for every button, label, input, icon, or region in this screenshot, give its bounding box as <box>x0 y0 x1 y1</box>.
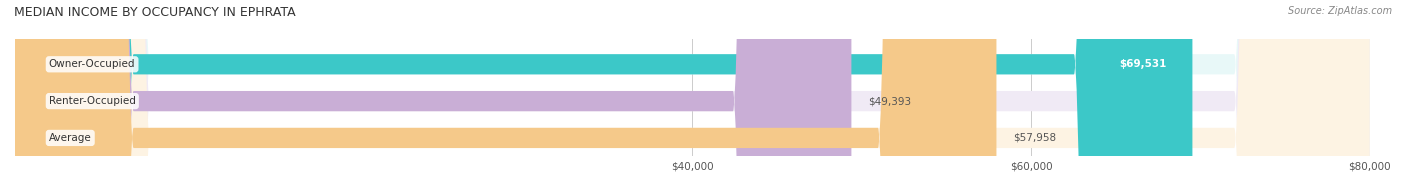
FancyBboxPatch shape <box>15 0 997 196</box>
Text: Source: ZipAtlas.com: Source: ZipAtlas.com <box>1288 6 1392 16</box>
FancyBboxPatch shape <box>15 0 1369 196</box>
Text: Average: Average <box>49 133 91 143</box>
Text: Renter-Occupied: Renter-Occupied <box>49 96 136 106</box>
Text: $69,531: $69,531 <box>1119 59 1167 69</box>
FancyBboxPatch shape <box>15 0 852 196</box>
Text: MEDIAN INCOME BY OCCUPANCY IN EPHRATA: MEDIAN INCOME BY OCCUPANCY IN EPHRATA <box>14 6 295 19</box>
Text: $49,393: $49,393 <box>869 96 911 106</box>
FancyBboxPatch shape <box>15 0 1192 196</box>
FancyBboxPatch shape <box>15 0 1369 196</box>
Text: $57,958: $57,958 <box>1014 133 1056 143</box>
Text: Owner-Occupied: Owner-Occupied <box>49 59 135 69</box>
FancyBboxPatch shape <box>15 0 1369 196</box>
